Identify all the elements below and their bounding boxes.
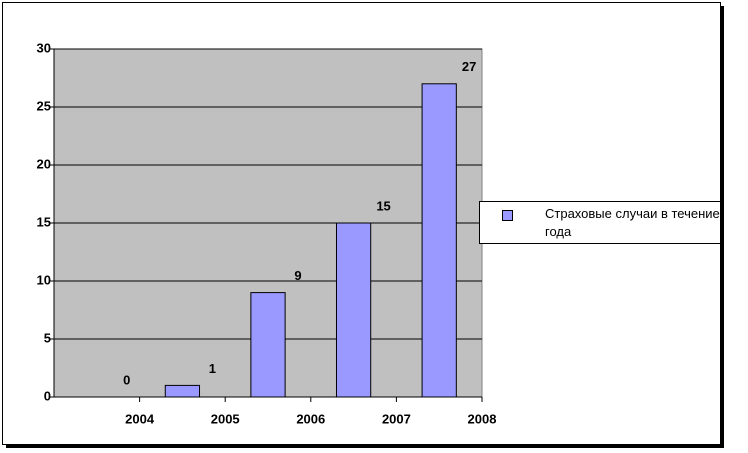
legend: Страховые случаи в течение года — [479, 201, 721, 244]
data-label: 9 — [294, 268, 301, 283]
y-tick-label: 30 — [37, 40, 51, 55]
y-tick-label: 0 — [44, 388, 51, 403]
legend-label: Страховые случаи в течение года — [545, 206, 720, 239]
y-tick-label: 15 — [37, 214, 51, 229]
y-tick-label: 25 — [37, 98, 51, 113]
y-tick-label: 5 — [44, 330, 51, 345]
data-label: 27 — [462, 59, 476, 74]
x-tick-label: 2006 — [296, 411, 325, 426]
bar — [335, 222, 372, 398]
data-label: 15 — [376, 198, 390, 213]
bar — [421, 83, 457, 398]
bar — [164, 384, 201, 398]
x-tick-label: 2008 — [468, 411, 497, 426]
x-tick-label: 2004 — [125, 411, 155, 426]
legend-swatch — [502, 210, 513, 221]
data-label: 1 — [209, 361, 216, 376]
data-label: 0 — [123, 372, 130, 387]
x-tick-label: 2007 — [382, 411, 411, 426]
y-tick-label: 20 — [37, 156, 51, 171]
x-tick-label: 2005 — [211, 411, 240, 426]
bar — [250, 292, 286, 398]
y-tick-label: 10 — [37, 272, 51, 287]
